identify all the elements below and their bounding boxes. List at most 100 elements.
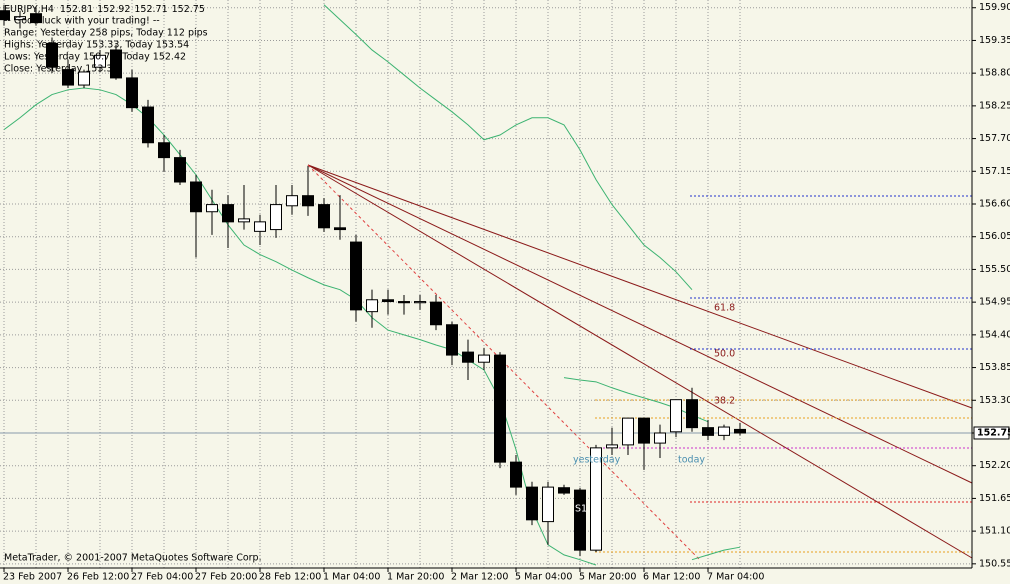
chart-title: EURJPY,H4 152.81 152.92 152.71 152.75: [4, 4, 205, 15]
note: Lows: Yesterday 150.75, Today 152.42: [4, 52, 186, 63]
x-tick-label: 7 Mar 04:00: [707, 572, 764, 583]
x-tick-label: 26 Feb 12:00: [67, 572, 129, 583]
band-line: [323, 4, 693, 290]
candle-body: [254, 221, 266, 232]
candle-body: [110, 49, 122, 79]
y-tick-label: 158.25: [979, 100, 1010, 111]
candle-body: [14, 16, 26, 21]
y-tick-label: 153.85: [979, 362, 1010, 373]
candle-body: [0, 10, 10, 21]
y-tick-label: 158.80: [979, 68, 1010, 79]
fan-line: [307, 164, 973, 409]
y-tick-label: 151.65: [979, 493, 1010, 504]
candle-body: [238, 218, 250, 223]
candle-body: [702, 427, 714, 436]
x-tick-label: 28 Feb 12:00: [259, 572, 321, 583]
y-tick-label: 156.60: [979, 199, 1010, 210]
y-tick-label: 154.95: [979, 297, 1010, 308]
footer: MetaTrader, © 2001-2007 MetaQuotes Softw…: [4, 553, 262, 564]
candle-body: [606, 444, 618, 449]
candle-body: [526, 486, 538, 521]
candle-body: [334, 227, 346, 231]
x-tick-label: 1 Mar 04:00: [323, 572, 380, 583]
y-tick-label: 155.50: [979, 264, 1010, 275]
candle-body: [270, 204, 282, 231]
candle-body: [446, 324, 458, 356]
candle-body: [686, 399, 698, 429]
candle-body: [142, 106, 154, 144]
fib-label: 61.8: [714, 303, 735, 314]
note: Range: Yesterday 258 pips, Today 112 pip…: [4, 28, 208, 39]
candle-body: [654, 432, 666, 444]
candle-body: [350, 241, 362, 311]
x-tick-label: 27 Feb 04:00: [131, 572, 193, 583]
candle-body: [222, 204, 234, 223]
quote: 152.71: [134, 4, 167, 15]
candle-body: [494, 354, 506, 463]
y-tick-label: 157.15: [979, 166, 1010, 177]
quote: 152.81: [60, 4, 93, 15]
price-box: [973, 426, 1010, 440]
drawings: [307, 164, 973, 561]
candle-body: [542, 486, 554, 523]
y-tick-label: 153.30: [979, 395, 1010, 406]
candle-body: [46, 42, 58, 68]
band-line: [691, 546, 741, 561]
y-tick-label: 150.55: [979, 558, 1010, 569]
candle-body: [638, 417, 650, 444]
pivot-label: S1: [575, 504, 587, 515]
candle-body: [718, 426, 730, 436]
x-tick-label: 27 Feb 20:00: [195, 572, 257, 583]
note: Highs: Yesterday 153.33, Today 153.54: [4, 40, 189, 51]
candle-body: [366, 299, 378, 313]
candle-body: [382, 299, 394, 303]
x-tick-label: 5 Mar 04:00: [515, 572, 572, 583]
candle-body: [62, 69, 74, 86]
x-tick-label: 1 Mar 20:00: [387, 572, 444, 583]
candle-body: [398, 301, 410, 304]
y-tick-label: 159.35: [979, 35, 1010, 46]
candle-body: [286, 195, 298, 207]
x-tick-label: 23 Feb 2007: [3, 572, 62, 583]
candle-body: [318, 204, 330, 229]
candle-body: [430, 301, 442, 326]
price-label: 152.75: [977, 427, 1010, 438]
candle-body: [158, 142, 170, 159]
candle-body: [174, 157, 186, 183]
candle-body: [462, 351, 474, 363]
y-tick-label: 154.40: [979, 329, 1010, 340]
y-tick-label: 152.20: [979, 460, 1010, 471]
note: -- Good luck with your trading! --: [4, 16, 160, 27]
candle-body: [206, 204, 218, 213]
band-line: [563, 377, 709, 423]
candle-body: [478, 354, 490, 363]
grid: [0, 0, 972, 568]
y-tick-label: 151.10: [979, 526, 1010, 537]
labels: 61.8 50.0 38.2 yesterday today S1 EURJPY…: [4, 4, 735, 564]
x-tick-label: 6 Mar 12:00: [643, 572, 700, 583]
candle-body: [30, 13, 42, 24]
candle-body: [94, 54, 106, 68]
candle-body: [414, 301, 426, 304]
candle-body: [590, 447, 602, 551]
candle-body: [558, 487, 570, 494]
y-tick-label: 156.05: [979, 231, 1010, 242]
quote: 152.75: [172, 4, 205, 15]
day-label: yesterday: [573, 455, 621, 466]
candle-body: [510, 461, 522, 488]
candles: [0, 4, 746, 557]
fan-line: [307, 164, 973, 484]
axes: 159.90 159.35 158.80 158.25 157.70 157.15 156.…: [3, 2, 1010, 582]
candle-body: [190, 181, 202, 213]
y-tick-label: 159.90: [979, 2, 1010, 13]
quote: 152.92: [97, 4, 130, 15]
symbol: EURJPY,H4: [4, 4, 54, 15]
fib-label: 38.2: [714, 396, 735, 407]
note: Close: Yesterday 153.30: [4, 64, 118, 75]
candle-body: [734, 428, 746, 434]
x-tick-label: 5 Mar 20:00: [579, 572, 636, 583]
candle-body: [622, 417, 634, 446]
fan-line: [307, 164, 973, 559]
